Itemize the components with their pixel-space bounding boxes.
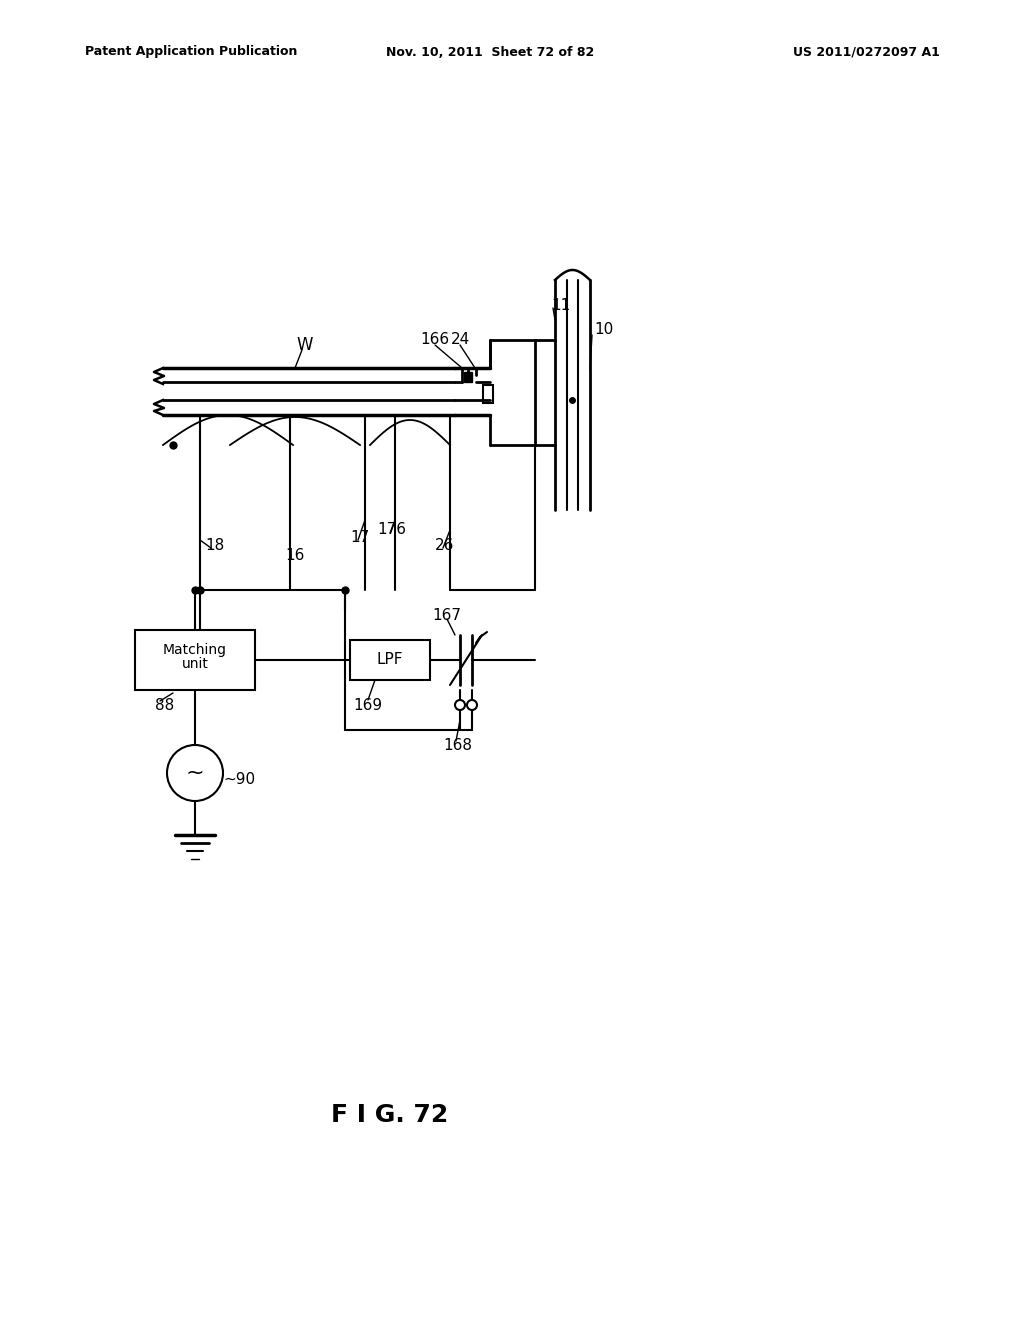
Text: 16: 16 [286, 548, 305, 562]
Text: 88: 88 [155, 697, 174, 713]
Text: 176: 176 [378, 523, 407, 537]
Text: US 2011/0272097 A1: US 2011/0272097 A1 [794, 45, 940, 58]
Text: Patent Application Publication: Patent Application Publication [85, 45, 297, 58]
Text: 26: 26 [435, 537, 455, 553]
Text: 166: 166 [421, 333, 450, 347]
Text: 167: 167 [432, 607, 462, 623]
Text: Matching: Matching [163, 643, 227, 657]
Text: 24: 24 [451, 333, 470, 347]
Bar [483, 385, 493, 403]
Bar [350, 640, 430, 680]
Text: 18: 18 [206, 537, 224, 553]
Text: W: W [297, 337, 313, 354]
Text: 17: 17 [350, 529, 370, 544]
Text: unit: unit [181, 657, 209, 671]
Text: Nov. 10, 2011  Sheet 72 of 82: Nov. 10, 2011 Sheet 72 of 82 [386, 45, 594, 58]
Text: F I G. 72: F I G. 72 [332, 1104, 449, 1127]
Text: ~: ~ [185, 763, 205, 783]
Text: ~90: ~90 [223, 772, 255, 788]
Bar [464, 372, 472, 381]
Text: 10: 10 [594, 322, 613, 338]
Bar [135, 630, 255, 690]
Text: 168: 168 [443, 738, 472, 752]
Text: 169: 169 [353, 697, 383, 713]
Text: LPF: LPF [377, 652, 403, 668]
Text: 11: 11 [551, 297, 570, 313]
